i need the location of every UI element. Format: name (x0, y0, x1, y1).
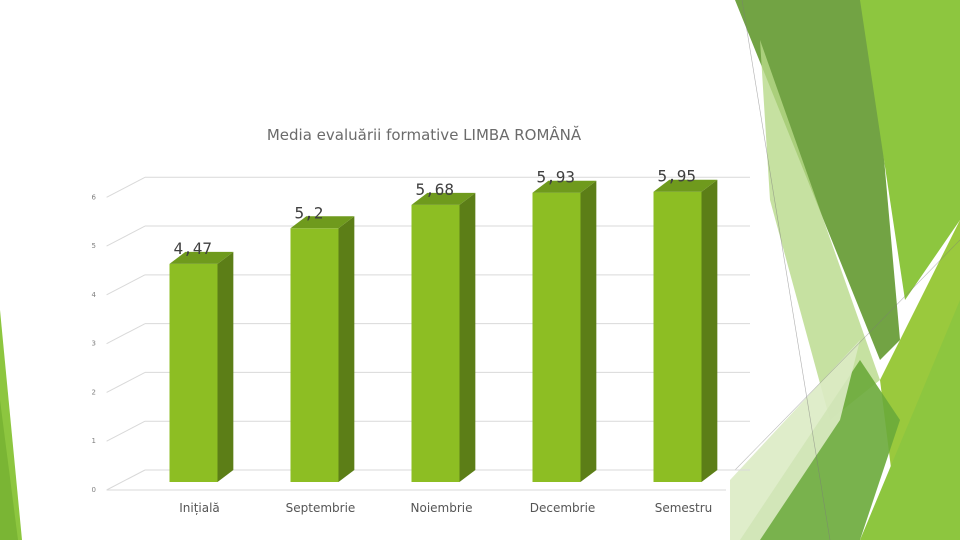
bar-side (580, 180, 597, 483)
bar-front (290, 228, 339, 482)
data-label: 5,68 (416, 180, 455, 199)
deco-shape-bottom-right (860, 300, 960, 540)
side-wall-line (106, 420, 146, 442)
bar-side (459, 192, 476, 483)
y-tick-label: 0 (92, 486, 96, 494)
bar-top (411, 192, 476, 205)
bar-front (653, 191, 702, 482)
y-tick-label: 5 (92, 242, 96, 250)
y-tick-label: 3 (92, 340, 96, 348)
side-wall-line (106, 274, 146, 296)
x-tick-label: Noiembrie (411, 501, 473, 515)
y-axis: 0 1 2 3 4 5 6 (92, 193, 97, 494)
deco-thin-line-1 (741, 0, 831, 540)
data-label: 5,95 (658, 167, 697, 186)
side-wall-line (106, 225, 146, 247)
deco-shape-left-inner (0, 400, 18, 540)
bar-top (532, 180, 597, 193)
y-tick-label: 2 (92, 388, 96, 396)
x-tick-label: Septembrie (286, 501, 356, 515)
y-tick-label: 4 (92, 291, 97, 299)
x-tick-label: Decembrie (530, 501, 596, 515)
bar-top (290, 216, 355, 229)
bar-3: 5,68 (411, 180, 476, 483)
side-wall-line (106, 176, 146, 198)
bar-1: 4,47 (169, 239, 234, 482)
bar-front (169, 263, 218, 482)
chart-title: Media evaluării formative LIMBA ROMÂNĂ (267, 125, 582, 144)
bar-side (701, 179, 718, 482)
bar-4: 5,93 (532, 168, 597, 483)
bar-side (217, 251, 234, 482)
bar-2: 5,2 (290, 203, 355, 482)
bar-top (169, 251, 234, 264)
bar-side (338, 216, 355, 482)
side-wall-line (106, 371, 146, 393)
deco-shape-top-light (860, 0, 960, 300)
deco-shape-mid-pale (760, 40, 880, 420)
y-tick-label: 1 (92, 437, 96, 445)
x-tick-label: Inițială (179, 501, 220, 515)
bar-5: 5,95 (653, 167, 718, 482)
x-tick-label: Semestru (655, 501, 713, 515)
side-wall-line (106, 469, 146, 491)
y-tick-label: 6 (92, 193, 97, 201)
bar-front (532, 192, 581, 483)
bar-front (411, 204, 460, 483)
bar-top (653, 179, 718, 192)
side-wall-line (106, 323, 146, 345)
deco-thin-line-2 (734, 239, 960, 471)
deco-shape-bottom-pale (730, 340, 860, 540)
x-axis-labels: Inițială Septembrie Noiembrie Decembrie Seme… (179, 501, 712, 515)
data-label: 4,47 (174, 239, 213, 258)
data-label: 5,2 (295, 203, 324, 222)
bars: 4,47 5,2 5,68 5,93 5,95 (169, 167, 718, 483)
data-label: 5,93 (537, 168, 576, 187)
